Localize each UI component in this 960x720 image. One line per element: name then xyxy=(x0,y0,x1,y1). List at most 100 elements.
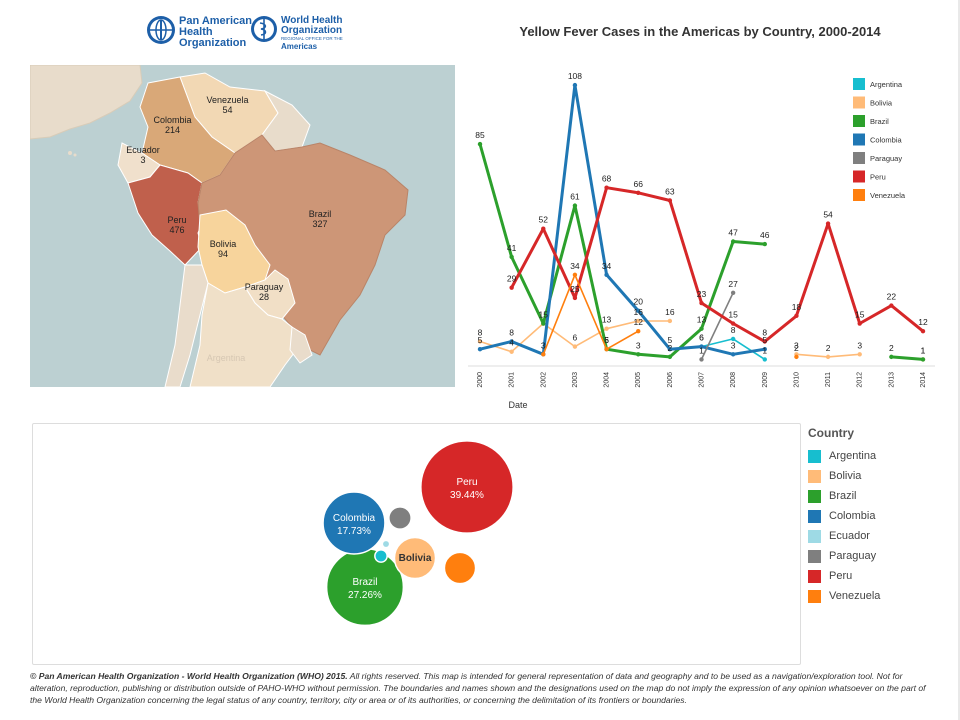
data-label: 54 xyxy=(823,210,833,220)
footer-disclaimer: All rights reserved. This map is intende… xyxy=(30,671,926,705)
legend-item-peru[interactable]: Peru xyxy=(808,566,948,586)
uruguay-region xyxy=(289,326,313,364)
south-america-map[interactable]: Venezuela 54 Colombia 214 Ecuador 3 Peru 476… xyxy=(30,65,455,387)
data-label: 2 xyxy=(826,343,831,353)
data-point-venezuela xyxy=(541,352,546,357)
data-label: 1 xyxy=(921,345,926,355)
data-point-colombia xyxy=(762,346,767,352)
data-label: 47 xyxy=(728,228,738,238)
data-label: 85 xyxy=(475,130,485,140)
data-label: 22 xyxy=(887,292,897,302)
bubble-argentina xyxy=(374,549,388,563)
legend-items: Argentina Bolivia Brazil Colombia Ecuador Par… xyxy=(808,446,948,606)
legend-swatch xyxy=(808,549,821,563)
bubble-label: Colombia xyxy=(333,513,376,524)
x-tick-label: 2009 xyxy=(762,372,769,388)
legend-label: Bolivia xyxy=(829,470,862,482)
data-point-peru xyxy=(889,303,894,308)
legend-label-colombia: Colombia xyxy=(870,136,903,145)
legend-swatch-argentina xyxy=(853,78,865,90)
data-label: 18 xyxy=(792,302,802,312)
legend-label: Colombia xyxy=(829,510,876,522)
data-label: 15 xyxy=(728,310,738,320)
data-label: 1 xyxy=(921,345,926,355)
data-label: 52 xyxy=(539,215,549,225)
data-label: 4 xyxy=(509,338,514,348)
legend-swatch xyxy=(808,589,821,603)
right-edge-divider xyxy=(958,0,960,720)
data-label: 66 xyxy=(633,179,643,189)
x-tick-label: 2011 xyxy=(825,372,832,387)
data-point-colombia xyxy=(730,352,736,357)
data-point-peru xyxy=(825,221,831,226)
x-tick-label: 2007 xyxy=(699,372,706,388)
legend-item-paraguay[interactable]: Paraguay xyxy=(808,546,948,566)
bubble-percent: 27.26% xyxy=(348,590,382,601)
legend-swatch-colombia xyxy=(853,133,865,146)
x-tick-label: 2003 xyxy=(572,372,579,388)
data-point-brazil xyxy=(920,357,926,362)
x-axis-title: Date xyxy=(508,400,527,410)
series-line-colombia xyxy=(479,83,766,356)
data-point-bolivia xyxy=(825,354,831,360)
data-point-brazil xyxy=(636,352,641,357)
data-label: 15 xyxy=(539,310,549,320)
legend-item-brazil[interactable]: Brazil xyxy=(808,486,948,506)
legend-swatch xyxy=(808,449,821,463)
data-point-brazil xyxy=(667,354,673,360)
legend-item-ecuador[interactable]: Ecuador xyxy=(808,526,948,546)
bubble-circle-colombia xyxy=(322,491,386,555)
legend-item-bolivia[interactable]: Bolivia xyxy=(808,466,948,486)
bubble-circle-ecuador xyxy=(381,539,391,549)
data-label: 5 xyxy=(667,335,672,345)
page-title: Yellow Fever Cases in the Americas by Co… xyxy=(519,24,881,39)
data-label: 108 xyxy=(568,71,582,81)
bubble-label: Bolivia xyxy=(399,553,432,564)
legend-item-venezuela[interactable]: Venezuela xyxy=(808,586,948,606)
bubble-peru: Peru 39.44% xyxy=(420,440,514,534)
data-label: 2 xyxy=(667,343,672,353)
chile-region xyxy=(164,264,209,387)
bubble-label: Brazil xyxy=(352,577,377,588)
map-label-venezuela: Venezuela 54 xyxy=(206,95,249,115)
map-label-brazil: Brazil 327 xyxy=(308,209,332,229)
data-label: 13 xyxy=(602,315,612,325)
logo-bar: Pan American Health Organization World H… xyxy=(145,10,345,52)
bubble-chart[interactable]: Peru 39.44% Brazil 27.26% Colombia 17.73% Boli… xyxy=(32,423,799,663)
series-line-brazil xyxy=(478,143,924,361)
data-point-brazil xyxy=(762,241,767,247)
map-label-ecuador: Ecuador 3 xyxy=(126,145,160,165)
data-label: 34 xyxy=(602,261,612,271)
bubble-circle-bolivia xyxy=(393,536,437,580)
data-point-bolivia xyxy=(636,318,641,324)
legend-swatch-paraguay xyxy=(853,152,865,164)
data-point-venezuela xyxy=(604,346,609,352)
legend-swatch-venezuela xyxy=(853,189,865,201)
bubble-circle-venezuela xyxy=(443,551,477,585)
map-label-paraguay: Paraguay 28 xyxy=(244,282,284,302)
legend-item-argentina[interactable]: Argentina xyxy=(808,446,948,466)
data-point-colombia xyxy=(667,346,673,352)
data-point-bolivia xyxy=(509,349,514,354)
x-tick-label: 2014 xyxy=(920,372,927,388)
paho-emblem-icon xyxy=(147,16,175,44)
x-tick-label: 2010 xyxy=(793,372,800,388)
legend-swatch-bolivia xyxy=(853,96,865,109)
bubble-ecuador xyxy=(381,539,391,549)
data-point-bolivia xyxy=(572,344,578,349)
data-label: 41 xyxy=(507,243,517,253)
paho-wordmark: Pan American Health Organization xyxy=(179,15,252,49)
bubble-paraguay xyxy=(388,506,412,530)
legend-item-colombia[interactable]: Colombia xyxy=(808,506,948,526)
x-tick-label: 2012 xyxy=(857,372,864,388)
x-tick-label: 2013 xyxy=(888,372,895,388)
bubble-brazil: Brazil 27.26% xyxy=(325,547,405,627)
data-point-colombia xyxy=(509,339,514,344)
line-chart[interactable]: 8585412984521531086134256683413656620161… xyxy=(458,60,938,415)
data-label: 27 xyxy=(728,279,738,289)
data-label: 12 xyxy=(918,317,928,327)
bubble-circle-paraguay xyxy=(388,506,412,530)
x-tick-label: 2008 xyxy=(730,372,737,388)
data-label: 6 xyxy=(699,333,704,343)
data-point-peru xyxy=(762,339,767,344)
